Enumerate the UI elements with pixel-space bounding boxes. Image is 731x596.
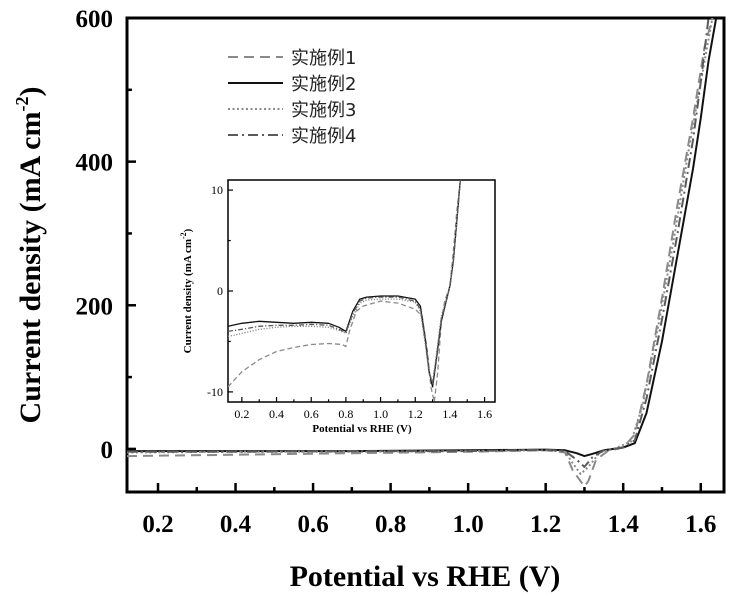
main-y-axis-title-group: Current density (mA cm-2): [12, 87, 47, 424]
main-y-tick-label: 600: [76, 6, 114, 33]
legend-label-1: 实施例1: [291, 48, 356, 69]
inset-y-tick-label: 0: [217, 284, 223, 298]
inset-x-tick-label: 1.6: [477, 407, 492, 421]
inset-x-axis-title: Potential vs RHE (V): [312, 423, 412, 435]
main-y-axis-title-sup: -2: [12, 97, 32, 112]
inset-y-axis-title-sup: -2: [179, 232, 188, 239]
main-y-tick-label: 0: [101, 437, 114, 464]
main-x-tick-label: 0.4: [220, 511, 252, 538]
main-x-tick-label: 1.6: [685, 511, 716, 538]
main-y-tick-label: 200: [76, 293, 114, 320]
main-x-tick-label: 1.2: [530, 511, 561, 538]
legend-label-2: 实施例2: [291, 74, 356, 95]
inset-x-tick-label: 0.4: [269, 407, 284, 421]
inset-x-tick-label: 0.6: [304, 407, 319, 421]
inset-y-axis-title-group: Current density (mA cm-2): [179, 228, 194, 353]
legend-label-3: 实施例3: [291, 100, 356, 121]
inset-x-tick-label: 0.2: [234, 407, 249, 421]
inset-x-tick-label: 1.4: [442, 407, 457, 421]
main-x-tick-label: 0.2: [142, 511, 173, 538]
main-y-axis-title-close: ): [14, 87, 47, 97]
inset-y-tick-label: 10: [211, 183, 223, 197]
main-x-tick-label: 1.4: [608, 511, 640, 538]
main-y-tick-label: 400: [76, 150, 114, 177]
inset-x-tick-label: 1.0: [373, 407, 388, 421]
inset-y-axis-title-close: ): [182, 228, 194, 232]
main-x-tick-label: 1.0: [453, 511, 484, 538]
main-y-axis-title-text: Current density (mA cm: [14, 112, 47, 424]
main-x-tick-label: 0.6: [297, 511, 328, 538]
main-y-axis-title: Current density (mA cm-2): [12, 87, 47, 424]
legend: 实施例1 实施例2 实施例3 实施例4: [228, 48, 356, 147]
main-x-axis-title: Potential vs RHE (V): [290, 560, 561, 593]
inset-x-tick-label: 0.8: [338, 407, 353, 421]
inset-y-axis-title: Current density (mA cm-2): [179, 228, 194, 353]
legend-label-4: 实施例4: [291, 126, 356, 147]
inset-y-tick-label: -10: [207, 385, 223, 399]
inset-y-axis-title-text: Current density (mA cm: [182, 239, 194, 353]
main-x-tick-label: 0.8: [375, 511, 406, 538]
inset-background: [228, 180, 495, 402]
inset-x-tick-label: 1.2: [408, 407, 423, 421]
